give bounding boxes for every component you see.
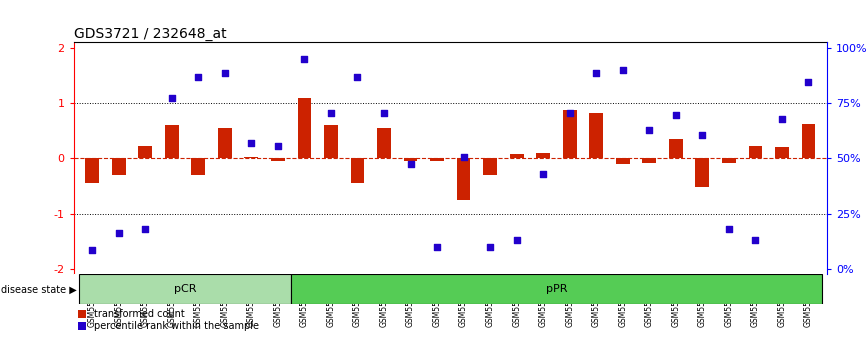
Point bbox=[324, 110, 338, 116]
Point bbox=[483, 244, 497, 250]
Bar bbox=[85, 158, 99, 183]
Point bbox=[139, 226, 152, 232]
Bar bbox=[456, 158, 470, 200]
Point bbox=[643, 127, 656, 132]
Bar bbox=[802, 124, 816, 158]
Bar bbox=[244, 157, 258, 158]
Bar bbox=[112, 158, 126, 175]
Point bbox=[85, 247, 99, 252]
Bar bbox=[139, 146, 152, 158]
Text: disease state ▶: disease state ▶ bbox=[1, 284, 76, 295]
Point bbox=[510, 237, 524, 243]
Point bbox=[298, 56, 312, 62]
Bar bbox=[271, 158, 285, 161]
Bar bbox=[616, 158, 630, 164]
Point bbox=[456, 154, 470, 160]
Text: pCR: pCR bbox=[174, 284, 197, 295]
Bar bbox=[669, 139, 682, 158]
Bar bbox=[510, 154, 524, 158]
Bar bbox=[79, 274, 291, 304]
Point bbox=[351, 74, 365, 80]
Point bbox=[563, 110, 577, 116]
Point bbox=[430, 244, 444, 250]
Text: GDS3721 / 232648_at: GDS3721 / 232648_at bbox=[74, 28, 226, 41]
Point bbox=[218, 70, 232, 76]
Bar bbox=[643, 158, 656, 163]
Legend: transformed count, percentile rank within the sample: transformed count, percentile rank withi… bbox=[79, 309, 259, 331]
Point bbox=[244, 140, 258, 146]
Point bbox=[616, 67, 630, 73]
Point bbox=[669, 113, 682, 118]
Bar bbox=[430, 158, 444, 161]
Point bbox=[695, 132, 709, 138]
Point bbox=[775, 116, 789, 121]
Point bbox=[589, 70, 603, 76]
Bar bbox=[377, 128, 391, 158]
Bar bbox=[324, 125, 338, 158]
Point bbox=[404, 161, 417, 167]
Bar bbox=[291, 274, 822, 304]
Point bbox=[802, 79, 816, 85]
Bar bbox=[218, 128, 232, 158]
Bar bbox=[536, 153, 550, 158]
Point bbox=[748, 237, 762, 243]
Bar bbox=[191, 158, 205, 175]
Point bbox=[536, 171, 550, 177]
Point bbox=[377, 110, 391, 116]
Bar bbox=[695, 158, 709, 187]
Bar bbox=[748, 146, 762, 158]
Point bbox=[271, 143, 285, 149]
Bar bbox=[298, 98, 311, 158]
Bar bbox=[775, 147, 789, 158]
Point bbox=[191, 74, 205, 80]
Point bbox=[165, 95, 178, 101]
Bar bbox=[590, 113, 603, 158]
Bar bbox=[483, 158, 497, 175]
Bar bbox=[165, 125, 178, 158]
Bar bbox=[351, 158, 365, 183]
Bar bbox=[404, 158, 417, 161]
Point bbox=[112, 230, 126, 236]
Text: pPR: pPR bbox=[546, 284, 567, 295]
Bar bbox=[722, 158, 736, 163]
Point bbox=[722, 226, 736, 232]
Bar bbox=[563, 110, 577, 158]
